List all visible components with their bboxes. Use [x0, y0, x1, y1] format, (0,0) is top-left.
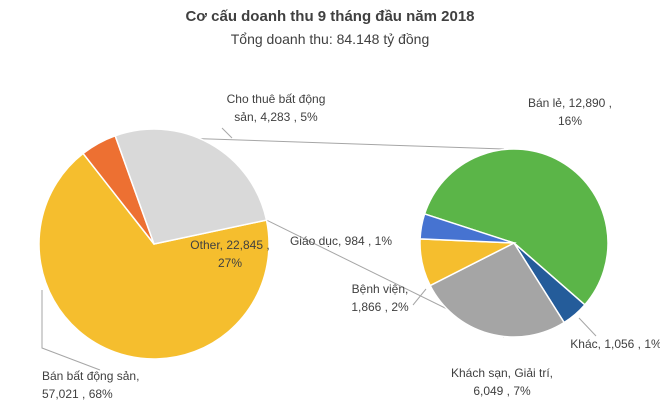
sub-pie-slice-giao-duc-label: Giáo dục, 984 , 1% — [290, 234, 392, 248]
sub-pie-slice-khac-label: Khác, 1,056 , 1% — [570, 337, 660, 351]
pie-slice-ban-bat-dong-san-label: Bán bất động sản, 57,021 , 68% — [42, 369, 139, 401]
chart-subtitle: Tổng doanh thu: 84.148 tỷ đồng — [230, 31, 430, 47]
sub-pie-slice-ban-le-label: Bán lẻ, 12,890 , 16% — [528, 96, 612, 128]
pie-slice-other-label: Other, 22,845 , 27% — [190, 238, 269, 270]
pie-slice-other — [114, 128, 268, 245]
sub-pie-slice-benh-vien-label: Bệnh viện, 1,866 , 2% — [351, 282, 409, 314]
sub-pie-slice-khach-san-giai-tri — [429, 242, 566, 338]
pie-slice-cho-thue-bat-dong-san-label: Cho thuê bất động sản, 4,283 , 5% — [227, 92, 326, 124]
pie-slice-ban-bat-dong-san-leader-line — [41, 290, 101, 371]
sub-pie-slice-benh-vien-leader-line — [412, 288, 427, 306]
chart-title: Cơ cấu doanh thu 9 tháng đầu năm 2018 — [185, 8, 475, 25]
sub-pie-slice-khac-leader-line — [578, 317, 597, 337]
sub-pie-slice-giao-duc — [419, 213, 515, 244]
sub-pie-slice-ban-le — [423, 148, 609, 306]
sub-pie-slice-khach-san-giai-tri-label: Khách sạn, Giải trí, 6,049 , 7% — [451, 366, 553, 398]
pie-slice-cho-thue-bat-dong-san-leader-line — [221, 127, 233, 139]
pie-slice-ban-bat-dong-san — [38, 152, 270, 360]
